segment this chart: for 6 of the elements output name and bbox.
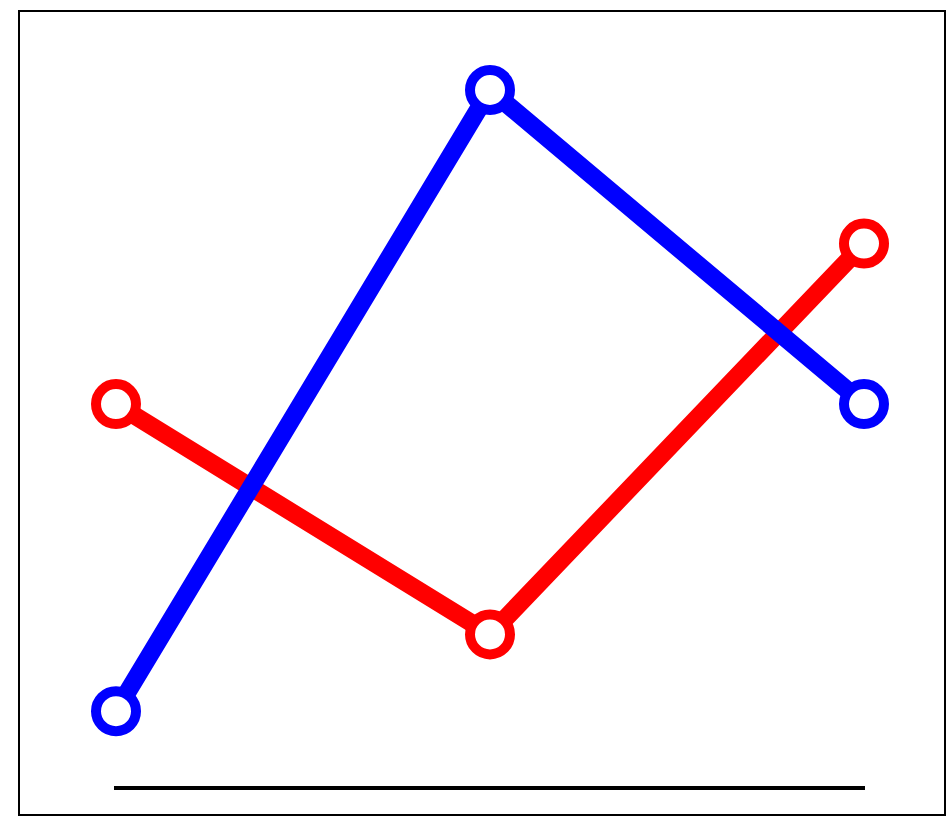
point bbox=[839, 218, 889, 269]
point bbox=[465, 65, 515, 115]
point bbox=[91, 379, 141, 430]
point bbox=[465, 609, 515, 660]
point bbox=[91, 686, 141, 737]
point bbox=[839, 379, 889, 430]
